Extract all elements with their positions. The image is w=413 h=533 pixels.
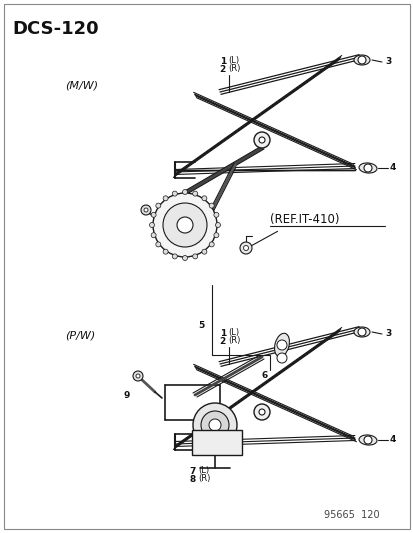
Circle shape xyxy=(202,196,206,201)
Text: 9: 9 xyxy=(123,391,130,400)
Ellipse shape xyxy=(358,435,376,445)
Text: 5: 5 xyxy=(198,320,204,329)
Circle shape xyxy=(276,353,286,363)
Ellipse shape xyxy=(353,55,369,65)
Circle shape xyxy=(209,419,221,431)
Text: DCS-120: DCS-120 xyxy=(12,20,98,38)
Ellipse shape xyxy=(353,327,369,337)
Circle shape xyxy=(254,404,269,420)
Circle shape xyxy=(149,222,154,228)
Text: (R): (R) xyxy=(197,473,210,482)
Circle shape xyxy=(254,132,269,148)
Bar xyxy=(192,430,242,455)
Circle shape xyxy=(214,233,218,238)
Text: (REF.IT-410): (REF.IT-410) xyxy=(269,214,339,227)
Circle shape xyxy=(182,255,187,261)
Circle shape xyxy=(151,212,156,217)
Circle shape xyxy=(363,164,371,172)
Text: 4: 4 xyxy=(389,164,395,173)
Text: 3: 3 xyxy=(384,58,390,67)
Circle shape xyxy=(259,137,264,143)
Circle shape xyxy=(357,328,365,336)
Circle shape xyxy=(243,246,248,251)
Circle shape xyxy=(153,193,216,257)
Circle shape xyxy=(202,249,206,254)
Circle shape xyxy=(155,242,160,247)
Text: (L): (L) xyxy=(197,465,209,474)
Text: (R): (R) xyxy=(228,335,240,344)
Text: 3: 3 xyxy=(384,329,390,338)
Circle shape xyxy=(192,403,236,447)
Ellipse shape xyxy=(358,163,376,173)
Circle shape xyxy=(192,254,197,259)
Circle shape xyxy=(144,208,147,212)
Text: (L): (L) xyxy=(228,327,239,336)
Text: 8: 8 xyxy=(189,475,195,484)
Circle shape xyxy=(214,212,218,217)
Circle shape xyxy=(363,436,371,444)
Circle shape xyxy=(177,217,192,233)
Text: (R): (R) xyxy=(228,63,240,72)
Text: (L): (L) xyxy=(228,55,239,64)
Circle shape xyxy=(357,56,365,64)
Text: 2: 2 xyxy=(219,66,225,75)
Text: 1: 1 xyxy=(219,58,225,67)
Text: 7: 7 xyxy=(189,467,195,477)
Circle shape xyxy=(192,191,197,196)
Circle shape xyxy=(155,203,160,208)
Circle shape xyxy=(172,254,177,259)
Circle shape xyxy=(172,191,177,196)
Circle shape xyxy=(215,222,220,228)
Circle shape xyxy=(133,371,142,381)
Text: 6: 6 xyxy=(261,370,268,379)
Text: (M/W): (M/W) xyxy=(65,80,98,90)
Ellipse shape xyxy=(274,333,289,357)
Circle shape xyxy=(209,203,214,208)
Circle shape xyxy=(276,340,286,350)
Text: 2: 2 xyxy=(219,337,225,346)
Circle shape xyxy=(163,203,206,247)
Text: 95665  120: 95665 120 xyxy=(324,510,379,520)
Circle shape xyxy=(240,242,252,254)
Text: (P/W): (P/W) xyxy=(65,330,95,340)
Circle shape xyxy=(163,249,168,254)
Circle shape xyxy=(182,190,187,195)
Circle shape xyxy=(163,196,168,201)
Circle shape xyxy=(209,242,214,247)
Circle shape xyxy=(259,409,264,415)
Circle shape xyxy=(141,205,151,215)
Circle shape xyxy=(136,374,140,378)
Circle shape xyxy=(201,411,228,439)
Text: 1: 1 xyxy=(219,329,225,338)
Circle shape xyxy=(151,233,156,238)
Text: 4: 4 xyxy=(389,435,395,445)
